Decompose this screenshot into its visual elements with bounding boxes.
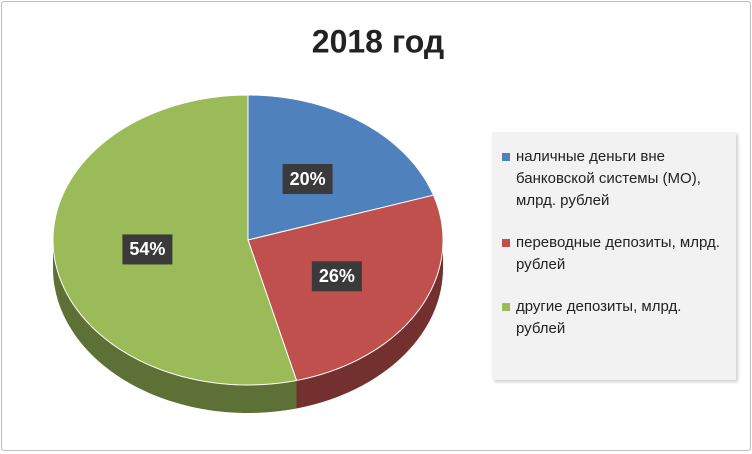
slice-side (296, 240, 443, 409)
data-label-box (282, 164, 333, 195)
data-label-box (122, 234, 173, 265)
data-label: 26% (319, 266, 355, 286)
legend-swatch (502, 153, 510, 161)
data-label: 20% (290, 169, 326, 189)
slice-side (53, 240, 297, 413)
slice (52, 94, 298, 386)
legend-item: переводные депозиты, млрд. рублей (502, 232, 728, 276)
chart-title: 2018 год (312, 23, 444, 59)
legend-label: наличные деньги вне банковской системы (… (516, 148, 701, 209)
slice (247, 94, 435, 241)
legend-swatch (502, 239, 510, 247)
legend-item: наличные деньги вне банковской системы (… (502, 146, 728, 212)
legend-swatch (502, 303, 510, 311)
data-label-box (311, 261, 362, 292)
legend: наличные деньги вне банковской системы (… (492, 132, 736, 380)
legend-label: переводные депозиты, млрд. рублей (516, 234, 720, 273)
legend-item: другие депозиты, млрд. рублей (502, 296, 728, 340)
data-label: 54% (129, 239, 165, 259)
legend-label: другие депозиты, млрд. рублей (516, 298, 682, 337)
